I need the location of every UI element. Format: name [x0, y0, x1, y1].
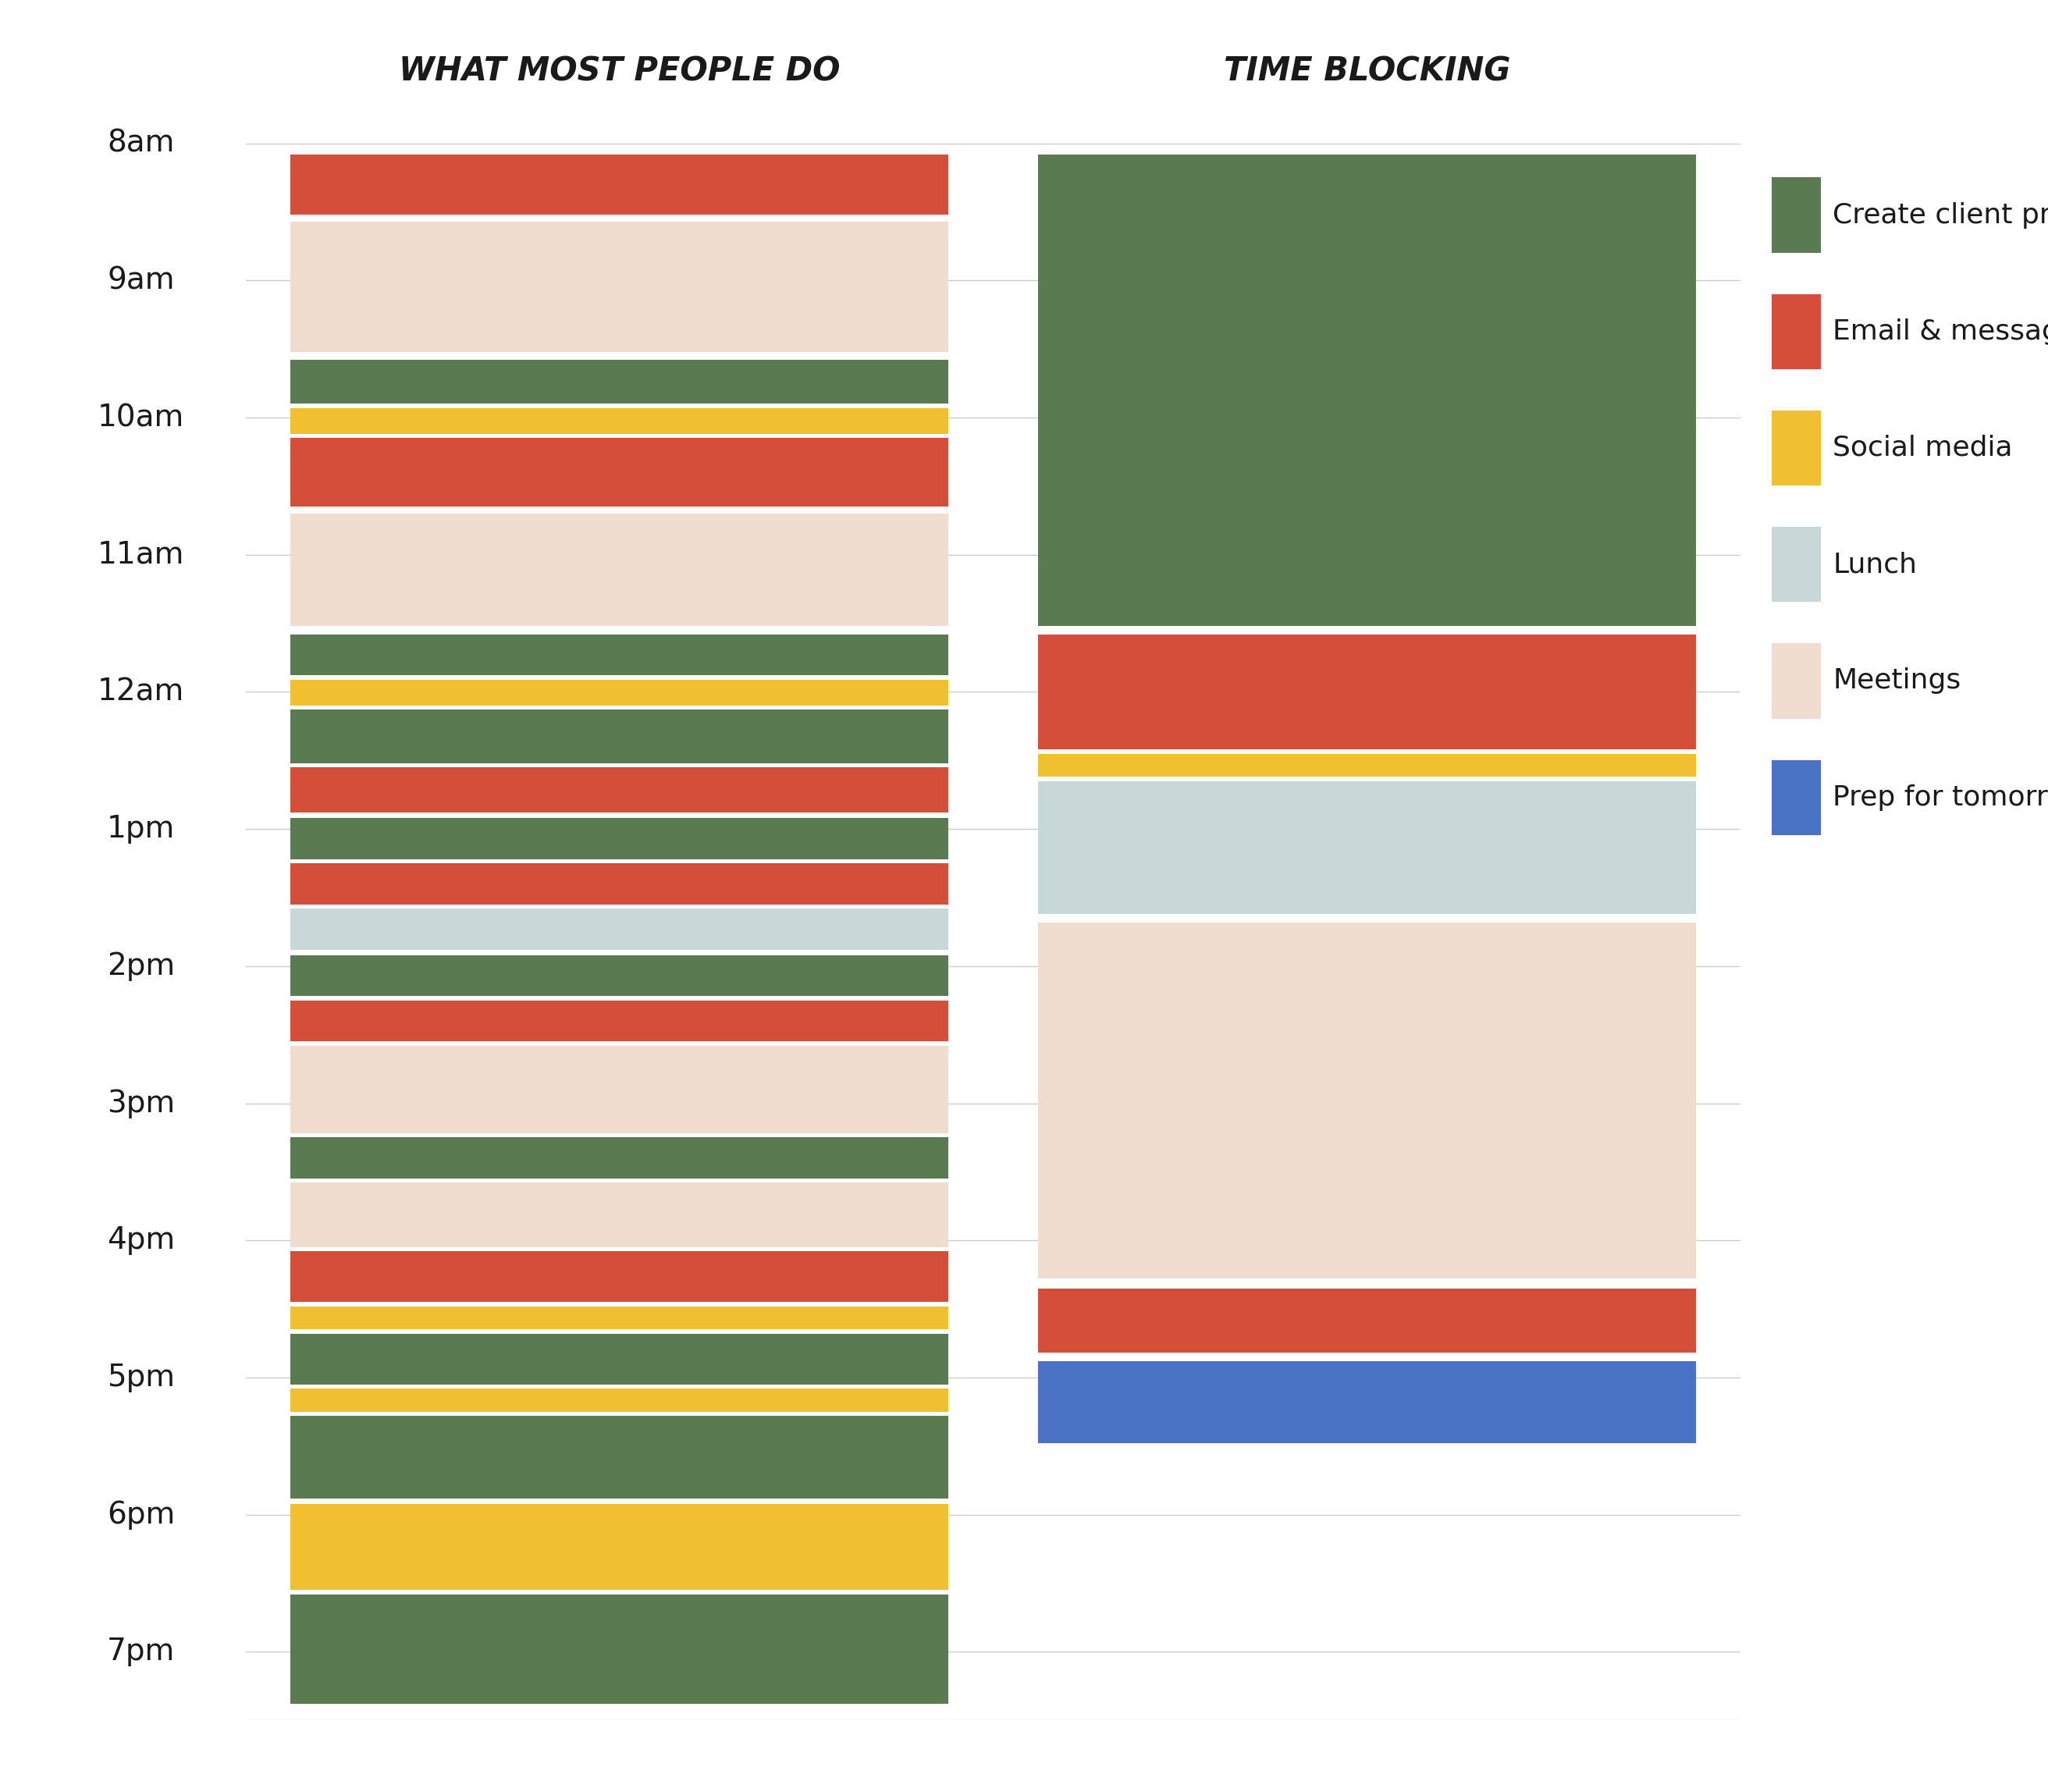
Bar [1038, 1362, 1696, 1443]
Bar [1038, 1288, 1696, 1353]
Bar [291, 1416, 948, 1498]
Bar [291, 1047, 948, 1133]
Bar [291, 634, 948, 676]
Bar [291, 1138, 948, 1179]
Text: 7pm: 7pm [106, 1636, 176, 1667]
Bar [291, 1503, 948, 1590]
Bar [291, 514, 948, 625]
Bar [291, 955, 948, 996]
Text: Lunch: Lunch [1833, 552, 1917, 577]
Text: 6pm: 6pm [106, 1500, 176, 1529]
Bar [1038, 781, 1696, 914]
Text: 8am: 8am [106, 129, 174, 158]
Bar [291, 360, 948, 403]
Bar [291, 909, 948, 950]
Bar [291, 1251, 948, 1303]
Bar [291, 864, 948, 905]
Text: 9am: 9am [106, 265, 174, 296]
Text: Social media: Social media [1833, 435, 2013, 461]
Text: 11am: 11am [98, 539, 184, 570]
Text: 5pm: 5pm [106, 1362, 174, 1392]
Bar [1038, 923, 1696, 1279]
Bar [291, 1000, 948, 1041]
Text: Create client proposal: Create client proposal [1833, 202, 2048, 228]
Text: Email & messages: Email & messages [1833, 319, 2048, 344]
Text: 3pm: 3pm [106, 1088, 176, 1118]
Bar [291, 409, 948, 434]
Text: TIME BLOCKING: TIME BLOCKING [1223, 56, 1511, 88]
Bar [291, 222, 948, 351]
Text: 1pm: 1pm [106, 814, 176, 844]
Bar [291, 1306, 948, 1330]
Bar [291, 679, 948, 706]
Text: Prep for tomorrow: Prep for tomorrow [1833, 785, 2048, 810]
Text: 4pm: 4pm [106, 1226, 176, 1254]
Bar [291, 154, 948, 215]
Bar [291, 710, 948, 763]
Bar [1038, 754, 1696, 778]
Bar [291, 439, 948, 507]
Text: 10am: 10am [98, 403, 184, 432]
Bar [1038, 634, 1696, 749]
Text: WHAT MOST PEOPLE DO: WHAT MOST PEOPLE DO [399, 56, 840, 88]
Bar [291, 1333, 948, 1385]
Bar [291, 1595, 948, 1704]
Bar [291, 1389, 948, 1412]
Text: 2pm: 2pm [106, 952, 176, 980]
Bar [1038, 154, 1696, 625]
Text: Meetings: Meetings [1833, 668, 1962, 694]
Bar [291, 767, 948, 812]
Text: 12am: 12am [98, 677, 184, 706]
Bar [291, 1183, 948, 1247]
Bar [291, 817, 948, 858]
